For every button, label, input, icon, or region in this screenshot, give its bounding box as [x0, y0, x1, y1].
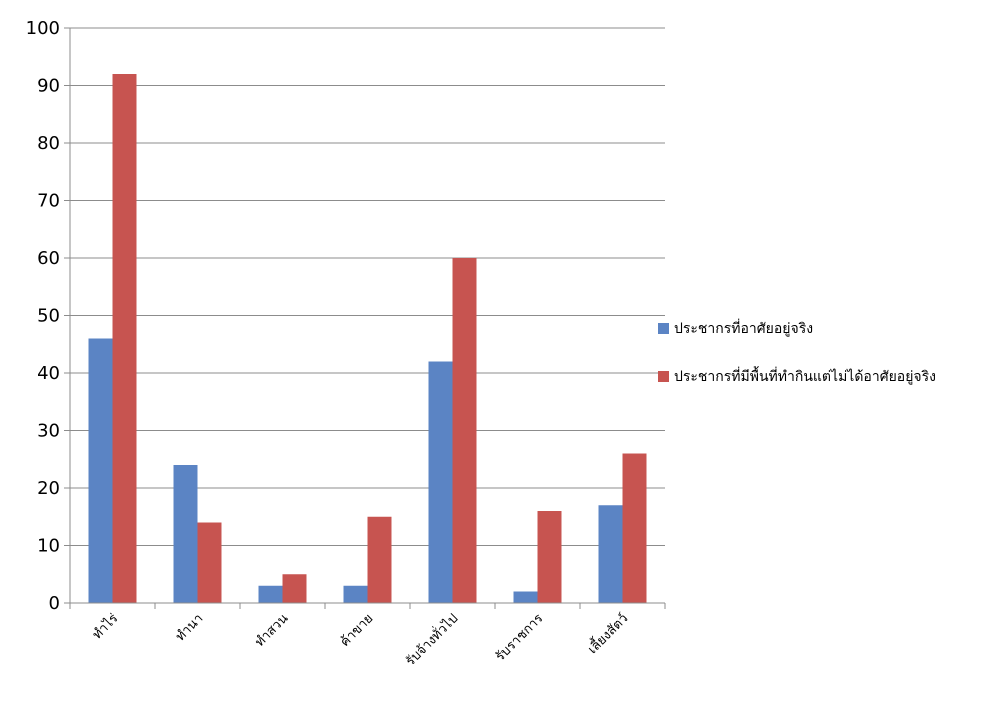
bar-series1: [173, 465, 198, 603]
axes: [64, 27, 666, 609]
x-tick-label: ค้าขาย: [338, 611, 377, 650]
y-tick-label: 30: [37, 421, 60, 442]
legend: ประชากรที่อาศัยอยู่จริงประชากรที่มีพื้นท…: [658, 319, 936, 385]
gridlines: [70, 27, 665, 546]
y-tick-label: 100: [26, 18, 60, 39]
bar-series1: [428, 361, 453, 603]
bar-series1: [343, 585, 368, 603]
bar-series2: [537, 511, 562, 603]
bar-series2: [282, 574, 307, 603]
bars: [88, 74, 647, 603]
x-tick-label: รับจ้างทั่วไป: [402, 610, 462, 670]
y-tick-label: 70: [37, 191, 60, 212]
y-tick-label: 40: [37, 363, 60, 384]
bar-series2: [452, 258, 477, 603]
y-tick-label: 0: [49, 593, 60, 614]
legend-label: ประชากรที่มีพื้นที่ทำกินแต่ไม่ได้อาศัยอย…: [674, 366, 936, 385]
x-tick-label: ทำไร่: [89, 611, 121, 643]
y-tick-label: 10: [37, 536, 60, 557]
x-tick-labels: ทำไร่ ทำนา ทำสวน ค้าขาย รับจ้างทั่วไป รับราชก…: [89, 609, 631, 669]
bar-series2: [622, 453, 647, 603]
x-tick-label: รับราชการ: [493, 611, 546, 664]
bar-series1: [513, 591, 538, 603]
y-tick-label: 50: [37, 306, 60, 327]
bar-series1: [258, 585, 283, 603]
legend-label: ประชากรที่อาศัยอยู่จริง: [674, 319, 813, 337]
y-tick-labels: 0 10 20 30 40 50 60 70 80 90 100: [26, 18, 60, 614]
x-tick-label: ทำสวน: [252, 611, 291, 650]
legend-swatch: [658, 371, 669, 382]
y-tick-label: 80: [37, 133, 60, 154]
y-tick-label: 90: [37, 76, 60, 97]
bar-series2: [197, 522, 222, 603]
bar-series2: [112, 74, 137, 603]
x-tick-label: เลี้ยงสัตว์: [583, 609, 631, 657]
y-tick-label: 60: [37, 248, 60, 269]
bar-series2: [367, 516, 392, 603]
legend-swatch: [658, 323, 669, 334]
bar-series1: [88, 338, 113, 603]
bar-series1: [598, 505, 623, 603]
x-tick-label: ทำนา: [173, 611, 206, 644]
y-tick-label: 20: [37, 478, 60, 499]
